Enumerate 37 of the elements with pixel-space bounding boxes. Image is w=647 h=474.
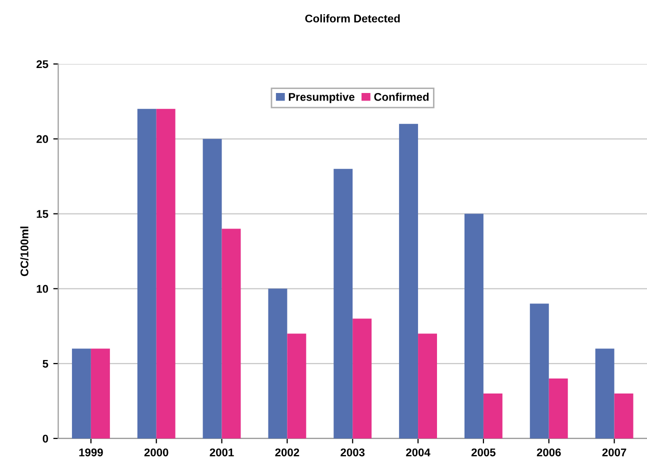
bar	[90, 348, 110, 438]
y-tick-label: 15	[36, 210, 48, 218]
bar	[156, 108, 176, 438]
bar	[268, 288, 288, 438]
y-tick-label: 10	[36, 284, 48, 293]
x-tick-label: 2003	[340, 448, 365, 456]
bar	[464, 214, 484, 438]
bar	[72, 348, 91, 438]
bar	[595, 348, 614, 438]
y-tick-label: 0	[42, 434, 48, 443]
x-tick-label: 2001	[210, 448, 234, 456]
y-tick-label: 25	[36, 60, 48, 68]
bar	[530, 304, 549, 438]
bar	[334, 168, 353, 438]
chart-title: Coliform Detected	[305, 14, 400, 22]
x-tick-label: 1999	[79, 448, 103, 456]
bar	[287, 334, 306, 438]
legend-label: Presumptive	[288, 92, 354, 104]
bar	[222, 228, 241, 438]
bar	[548, 378, 568, 438]
bar	[352, 318, 372, 438]
bar	[614, 394, 634, 438]
bar	[399, 124, 418, 438]
y-tick-label: 20	[36, 135, 48, 144]
x-tick-label: 2000	[144, 448, 168, 456]
x-tick-label: 2002	[275, 448, 300, 456]
bar	[137, 108, 156, 438]
bar	[418, 334, 438, 438]
x-tick-label: 2006	[536, 448, 561, 456]
bar	[483, 394, 502, 438]
x-tick-label: 2007	[602, 448, 626, 456]
x-tick-label: 2005	[471, 448, 496, 456]
legend-label: Confirmed	[374, 92, 429, 101]
x-tick-label: 2004	[406, 448, 430, 456]
y-axis-title: CC/100ml	[20, 226, 29, 276]
bar	[202, 138, 222, 438]
y-tick-label: 5	[42, 360, 48, 368]
